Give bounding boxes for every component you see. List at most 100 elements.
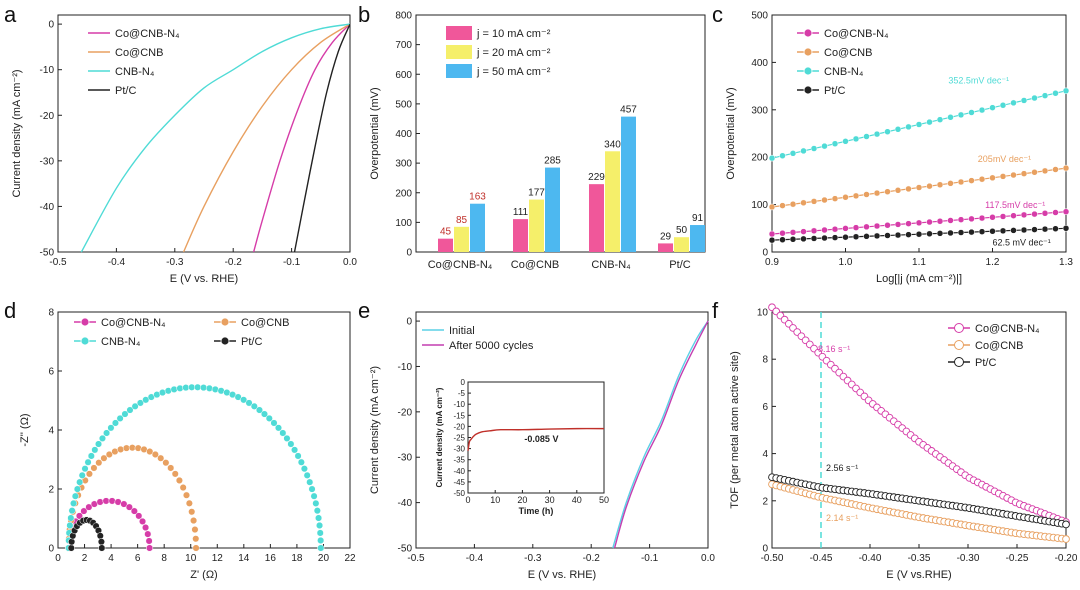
bar xyxy=(690,225,705,252)
data-point xyxy=(188,508,196,516)
data-point xyxy=(136,399,144,407)
bar xyxy=(658,243,673,252)
data-point xyxy=(957,178,965,186)
data-point xyxy=(936,116,944,123)
data-point xyxy=(852,224,860,231)
data-point xyxy=(821,196,828,204)
bar xyxy=(621,116,636,253)
data-point xyxy=(852,192,860,200)
data-point xyxy=(863,191,870,198)
data-point xyxy=(968,177,975,184)
x-tick-label: 8 xyxy=(161,553,167,564)
data-point xyxy=(294,452,302,460)
data-point xyxy=(863,133,870,140)
data-point xyxy=(831,225,839,233)
data-point xyxy=(947,229,954,237)
data-point xyxy=(842,138,849,145)
inset-annotation: -0.085 V xyxy=(524,434,558,444)
y-axis-label: Current density (mA cm⁻²) xyxy=(369,366,381,494)
data-point xyxy=(810,227,818,235)
data-point xyxy=(1052,225,1059,232)
legend-swatch xyxy=(446,26,472,40)
data-point xyxy=(926,182,933,190)
data-point xyxy=(768,230,776,238)
bar-value-label: 177 xyxy=(528,188,545,199)
y-tick-label: 0 xyxy=(406,248,412,259)
y-tick-label: -20 xyxy=(398,407,413,418)
legend-marker xyxy=(803,85,813,95)
data-point xyxy=(978,175,986,183)
data-point xyxy=(255,406,264,414)
data-point xyxy=(179,484,187,492)
data-point xyxy=(999,173,1007,180)
series-line xyxy=(613,320,709,549)
x-tick-label: -0.5 xyxy=(49,257,67,268)
data-point xyxy=(135,512,143,520)
data-point xyxy=(831,234,839,241)
slope-annotation: 352.5mV dec⁻¹ xyxy=(948,76,1009,86)
legend-marker xyxy=(803,47,813,57)
x-tick-label: -0.2 xyxy=(583,553,601,564)
data-point xyxy=(915,230,923,238)
data-point xyxy=(306,478,314,486)
inset-x-tick-label: 20 xyxy=(517,495,527,505)
data-point xyxy=(789,236,797,243)
inset-y-tick-label: -10 xyxy=(453,400,465,409)
data-point xyxy=(245,399,253,407)
data-point xyxy=(926,118,933,126)
data-point xyxy=(884,188,891,195)
data-point xyxy=(1041,210,1049,217)
data-point xyxy=(164,387,172,395)
data-point xyxy=(873,189,881,197)
data-point xyxy=(905,231,912,238)
data-point xyxy=(1041,167,1049,175)
inset-y-tick-label: -45 xyxy=(453,478,465,487)
data-point xyxy=(182,491,191,499)
y-tick-label: 2 xyxy=(762,496,768,507)
data-point xyxy=(968,109,975,116)
inset-series-line xyxy=(467,427,605,451)
data-point xyxy=(978,228,986,235)
data-point xyxy=(936,230,944,237)
legend-label: j = 50 mA cm⁻² xyxy=(476,66,551,78)
panel-a-polarization-curves: -0.5 -0.4 -0.3 -0.2 -0.1 0.0 0 -10 -20 -30 -40 -50 E… xyxy=(11,14,357,285)
data-point xyxy=(789,150,797,157)
data-point xyxy=(270,419,278,427)
slope-annotation: 205mV dec⁻¹ xyxy=(978,154,1031,164)
series-line xyxy=(252,23,351,253)
data-point xyxy=(76,478,84,486)
x-axis-label: E (V vs.RHE) xyxy=(886,569,951,581)
data-point xyxy=(1052,209,1059,216)
x-tick-label: -0.1 xyxy=(283,257,301,268)
y-axis-label: -Z'' (Ω) xyxy=(19,413,31,446)
data-point xyxy=(121,410,129,418)
legend-label: CNB-N₄ xyxy=(824,66,864,78)
data-point xyxy=(312,499,320,507)
data-point xyxy=(915,219,923,227)
y-tick-label: -50 xyxy=(398,544,413,555)
bar xyxy=(529,199,544,252)
data-point xyxy=(947,180,954,187)
data-point xyxy=(111,419,119,427)
y-tick-label: 100 xyxy=(751,200,768,211)
y-tick-label: 300 xyxy=(395,159,412,170)
y-tick-label: -30 xyxy=(40,156,55,167)
data-point xyxy=(999,213,1007,220)
panel-e-letter: e xyxy=(358,298,370,323)
data-point xyxy=(274,424,283,432)
x-tick-label: -0.45 xyxy=(810,553,833,564)
x-tick-label: 0.9 xyxy=(765,257,779,268)
legend-marker xyxy=(220,317,230,327)
x-axis-label: Z' (Ω) xyxy=(190,569,217,581)
data-point xyxy=(821,234,828,242)
plot-frame xyxy=(57,14,351,253)
y-tick-label: 200 xyxy=(751,153,768,164)
x-tick-label: 6 xyxy=(135,553,141,564)
legend-swatch xyxy=(446,45,472,59)
category-label: Pt/C xyxy=(669,259,690,271)
y-tick-label: 100 xyxy=(395,218,412,229)
panel-c-tafel-plot: 0.9 1.0 1.1 1.2 1.3 0 100 200 300 400 500 Log[|j (m… xyxy=(725,11,1073,286)
data-point xyxy=(821,226,828,234)
data-point xyxy=(884,221,891,229)
x-axis-label: E (V vs. RHE) xyxy=(170,273,238,285)
